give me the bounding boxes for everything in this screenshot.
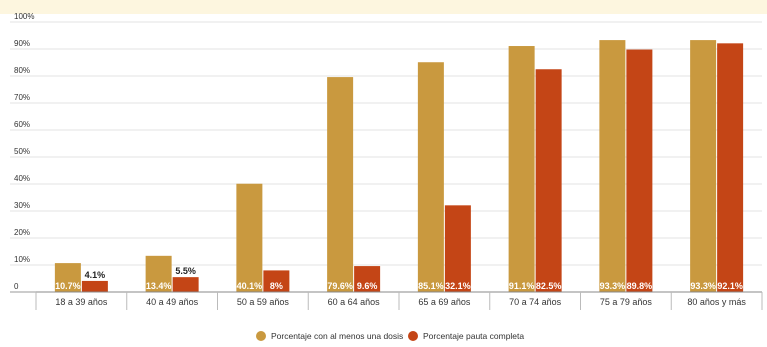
bar-pauta-completa <box>263 270 290 292</box>
y-axis-ticks: 0 10% 20% 30% 40% 50% 60% 70% 80% 90% 100% <box>14 12 34 291</box>
bars: 10.7% 4.1% 13.4%5.5% 40.1% 8% 79.6% 9.6% 85.1% 3… <box>54 40 744 293</box>
y-tick-label: 20% <box>14 228 30 237</box>
bar-una-dosis <box>54 263 81 292</box>
bar-value-label: 32.1% <box>445 281 471 291</box>
bar-value-label: 93.3% <box>600 281 626 291</box>
x-category-label: 65 a 69 años <box>418 297 471 307</box>
bar-pauta-completa <box>81 280 108 292</box>
bar-value-label: 4.1% <box>85 270 106 280</box>
bar-value-label: 85.1% <box>418 281 444 291</box>
bar-pauta-completa <box>354 266 381 292</box>
y-tick-label: 70% <box>14 93 30 102</box>
y-tick-label: 40% <box>14 174 30 183</box>
bar-value-label: 89.8% <box>627 281 653 291</box>
y-tick-label: 90% <box>14 39 30 48</box>
legend-label: Porcentaje pauta completa <box>423 331 524 341</box>
y-tick-label: 10% <box>14 255 30 264</box>
x-category-label: 75 a 79 años <box>600 297 653 307</box>
bar-value-label: 9.6% <box>357 281 378 291</box>
bar-pauta-completa <box>717 43 744 292</box>
bar-una-dosis <box>236 183 263 292</box>
bar-value-label: 79.6% <box>327 281 353 291</box>
x-axis: 18 a 39 años 40 a 49 años 50 a 59 años 60 a… <box>35 291 763 310</box>
y-tick-label: 0 <box>14 282 19 291</box>
bar-value-label: 92.1% <box>717 281 743 291</box>
bar-value-label: 91.1% <box>509 281 535 291</box>
bar-value-label: 82.5% <box>536 281 562 291</box>
bar-una-dosis <box>599 40 626 293</box>
legend: Porcentaje con al menos una dosis Porcent… <box>256 331 524 341</box>
bar-value-label: 5.5% <box>175 266 196 276</box>
x-category-label: 50 a 59 años <box>237 297 290 307</box>
bar-value-label: 13.4% <box>146 281 172 291</box>
x-category-label: 70 a 74 años <box>509 297 562 307</box>
y-tick-label: 30% <box>14 201 30 210</box>
bar-una-dosis <box>508 46 535 292</box>
bar-una-dosis <box>327 77 354 292</box>
bar-una-dosis <box>145 255 172 292</box>
y-tick-label: 60% <box>14 120 30 129</box>
legend-swatch <box>256 331 266 341</box>
bar-value-label: 8% <box>270 281 283 291</box>
legend-swatch <box>408 331 418 341</box>
x-category-label: 18 a 39 años <box>55 297 108 307</box>
x-category-label: 80 años y más <box>687 297 746 307</box>
bar-pauta-completa <box>444 205 471 292</box>
bar-pauta-completa <box>626 49 653 292</box>
x-category-label: 60 a 64 años <box>328 297 381 307</box>
top-banner-strip <box>0 0 767 14</box>
bar-una-dosis <box>690 40 717 293</box>
bar-value-label: 10.7% <box>55 281 81 291</box>
x-category-label: 40 a 49 años <box>146 297 199 307</box>
legend-label: Porcentaje con al menos una dosis <box>271 331 403 341</box>
y-tick-label: 50% <box>14 147 30 156</box>
bar-pauta-completa <box>172 277 199 292</box>
bar-pauta-completa <box>535 69 562 292</box>
bar-una-dosis <box>417 62 444 293</box>
bar-value-label: 93.3% <box>690 281 716 291</box>
y-tick-label: 100% <box>14 12 34 21</box>
y-tick-label: 80% <box>14 66 30 75</box>
bar-value-label: 40.1% <box>237 281 263 291</box>
